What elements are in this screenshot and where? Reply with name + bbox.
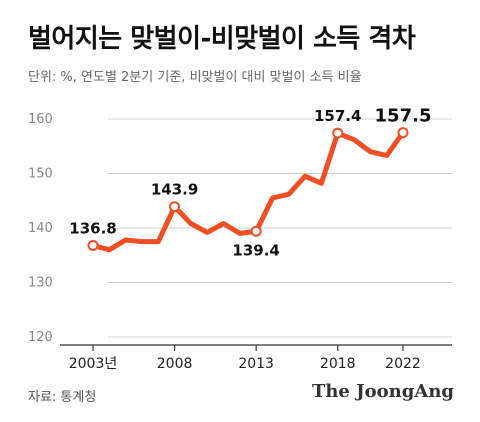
data-label: 157.4 <box>314 107 361 125</box>
data-point-marker <box>87 239 99 251</box>
line-layer <box>90 130 406 253</box>
x-tick-label: 2018 <box>320 356 356 372</box>
y-tick-label: 160 <box>28 112 53 127</box>
y-tick-label: 130 <box>28 276 53 291</box>
data-point-marker <box>250 225 262 237</box>
brand-logo: The JoongAng <box>311 381 454 402</box>
label-layer: 136.8 143.9 139.4 157.4 157.5 <box>69 106 431 260</box>
x-tick-label: 2022 <box>385 356 421 372</box>
grid-layer <box>108 118 452 338</box>
x-tick-label: 2003년 <box>69 356 118 372</box>
axis-layer: 120 130 140 150 160 2003년 2008 2013 2018 2022 <box>28 112 452 372</box>
data-point-marker <box>169 201 181 213</box>
x-tick-label: 2008 <box>157 356 193 372</box>
data-label: 136.8 <box>69 219 116 237</box>
data-point-marker <box>332 127 344 139</box>
data-point-marker <box>397 127 409 139</box>
source-note: 자료: 통계청 <box>28 390 97 405</box>
data-label: 139.4 <box>232 241 279 259</box>
x-tick-label: 2013 <box>238 356 274 372</box>
y-tick-label: 120 <box>28 330 53 345</box>
data-label: 157.5 <box>375 106 432 127</box>
chart-subtitle: 단위: %, 연도별 2분기 기준, 비맞벌이 대비 맞벌이 소득 비율 <box>28 70 362 85</box>
y-tick-label: 140 <box>28 221 53 236</box>
y-tick-label: 150 <box>28 167 53 182</box>
data-label: 143.9 <box>151 181 198 199</box>
marker-layer <box>87 127 409 251</box>
chart-title: 벌어지는 맞벌이-비맞벌이 소득 격차 <box>28 24 416 54</box>
series-line-0 <box>90 130 406 253</box>
